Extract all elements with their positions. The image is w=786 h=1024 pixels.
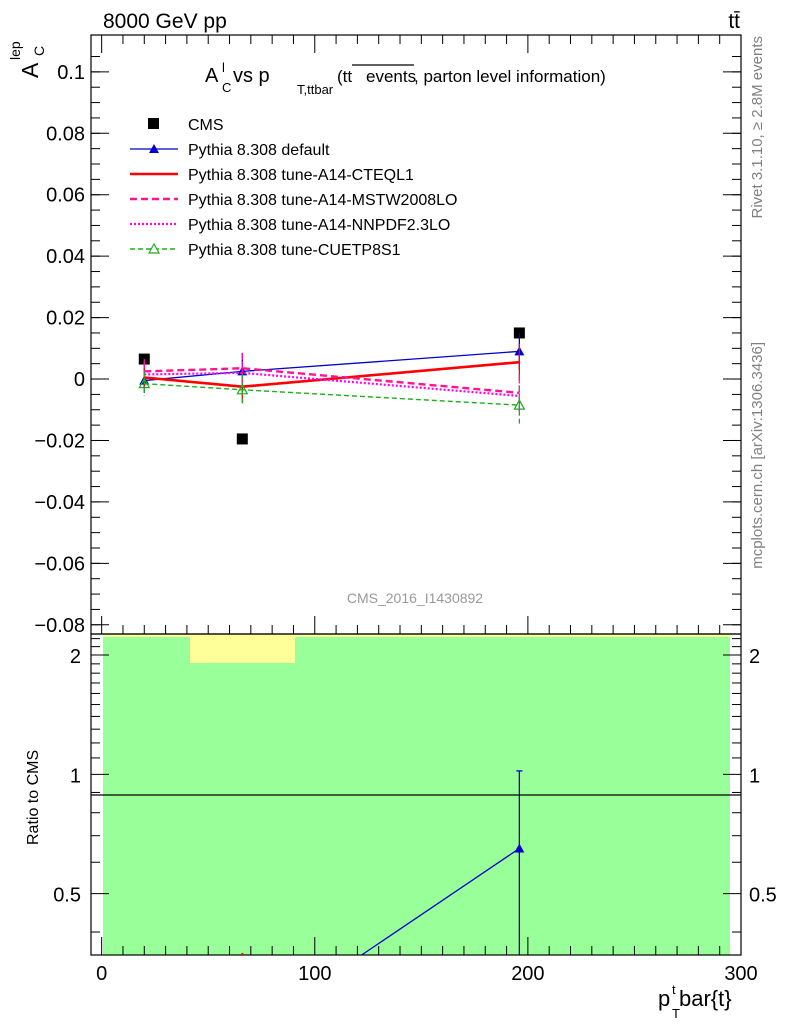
xlabel-rest: bar{t} — [679, 986, 732, 1011]
ratio-series — [241, 770, 525, 956]
main-series — [138, 327, 526, 445]
series-line-5 — [144, 382, 520, 406]
legend-cms-marker — [148, 118, 159, 129]
legend-label-4: Pythia 8.308 tune-A14-NNPDF2.3LO — [188, 217, 450, 234]
y-axis-title-top: A lep C — [7, 41, 47, 78]
ratio-ytick-label-right: 2 — [749, 646, 760, 668]
xlabel-sup: t — [672, 982, 676, 997]
cuetp8s1-marker — [138, 377, 151, 389]
ratio-band-yellow-top — [103, 634, 730, 637]
main-ytick-label: 0.08 — [46, 123, 85, 145]
main-ytick-label: −0.08 — [34, 615, 85, 637]
main-ytick-label: −0.04 — [34, 492, 85, 514]
main-ytick-label: −0.06 — [34, 553, 85, 575]
ylabel-top-sub: C — [31, 46, 47, 56]
title-note-rest: , parton level information) — [414, 67, 606, 86]
ratio-ytick-label: 0.5 — [53, 885, 81, 907]
ratio-xtick-label: 100 — [298, 963, 331, 985]
legend-default-marker — [149, 144, 159, 153]
main-ytick-label: 0.06 — [46, 185, 85, 207]
main-ytick-label: 0.04 — [46, 246, 85, 268]
title-note-over: events — [366, 67, 416, 86]
main-axis-ticks: −0.08 −0.06 −0.04 −0.02 0 0.02 0.04 0.06 0.08 0.1 — [34, 35, 742, 637]
title-a: A — [205, 65, 219, 87]
ylabel-top-sup: lep — [7, 41, 23, 60]
series-line-3 — [144, 367, 520, 395]
legend-label-2: Pythia 8.308 tune-A14-CTEQL1 — [188, 167, 414, 184]
series-line-4 — [144, 371, 520, 398]
title-middle-sub: T,ttbar — [297, 82, 334, 97]
main-ytick-label: −0.02 — [34, 430, 85, 452]
ratio-ytick-label-right: 0.5 — [749, 885, 777, 907]
process-label: tt̄ — [728, 10, 740, 33]
legend-label-5: Pythia 8.308 tune-CUETP8S1 — [188, 242, 401, 259]
xlabel-sub: T — [672, 1006, 680, 1021]
ratio-xtick-label: 300 — [724, 963, 757, 985]
title-note-open: (tt — [337, 67, 352, 86]
ratio-ytick-label: 1 — [70, 765, 81, 787]
ratio-cteql1-tick — [241, 953, 244, 955]
cuetp8s1-marker — [236, 383, 249, 395]
xlabel-main: p — [658, 986, 670, 1011]
legend: CMS Pythia 8.308 default Pythia 8.308 tune… — [130, 117, 457, 259]
ylabel-top-main: A — [17, 62, 43, 78]
title-a-sub: C — [222, 80, 231, 95]
ylabel-bottom: Ratio to CMS — [25, 750, 42, 845]
rivet-label: Rivet 3.1.10, ≥ 2.8M events — [749, 36, 766, 219]
legend-label-3: Pythia 8.308 tune-A14-MSTW2008LO — [188, 192, 457, 209]
ratio-band-yellow — [190, 637, 295, 663]
cms-data-point — [236, 433, 248, 445]
ratio-xtick-label: 200 — [511, 963, 544, 985]
legend-label-0: CMS — [188, 117, 224, 134]
main-ytick-label: 0 — [74, 369, 85, 391]
cuetp8s1-marker — [513, 398, 526, 410]
main-ytick-label: 0.02 — [46, 308, 85, 330]
ratio-ytick-label: 2 — [70, 646, 81, 668]
title-middle: vs p — [233, 65, 270, 87]
ratio-default-line — [361, 847, 520, 956]
ratio-axis-ticks: 0.5 0.5 1 1 2 2 0 100 200 300 — [53, 638, 777, 985]
analysis-label: CMS_2016_I1430892 — [347, 590, 483, 606]
main-ytick-label: 0.1 — [57, 62, 85, 84]
ratio-ytick-label-right: 1 — [749, 765, 760, 787]
plot-title: A l C vs p T,ttbar (tt events , parton l… — [205, 60, 606, 97]
mcplots-label: mcplots.cern.ch [arXiv:1306.3436] — [749, 342, 766, 569]
energy-label: 8000 GeV pp — [103, 10, 227, 33]
ratio-xtick-label: 0 — [96, 963, 107, 985]
legend-cuetp8s1-marker — [147, 242, 161, 254]
x-axis-title: p t T bar{t} — [658, 982, 732, 1021]
legend-label-1: Pythia 8.308 default — [188, 142, 330, 159]
title-a-sup: l — [222, 60, 225, 75]
ratio-default-marker — [514, 843, 525, 853]
